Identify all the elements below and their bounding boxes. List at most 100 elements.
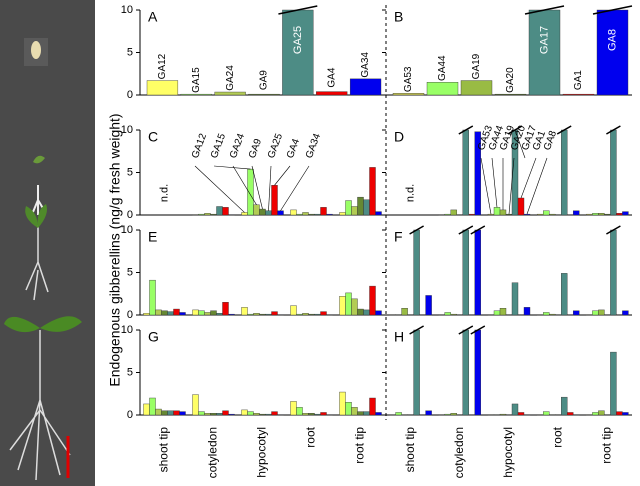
bar <box>228 313 235 316</box>
bar <box>425 295 432 316</box>
bar <box>499 308 507 316</box>
bar <box>179 411 186 416</box>
leader-line <box>232 165 257 205</box>
bar <box>444 312 451 316</box>
bar <box>290 209 297 216</box>
y-tick-label: 0 <box>127 309 133 321</box>
bar <box>462 229 469 316</box>
bar <box>271 411 278 416</box>
bar <box>543 210 550 216</box>
bar <box>596 9 629 96</box>
bar <box>222 207 229 216</box>
bar <box>192 309 199 316</box>
bar-label: GA24 <box>225 65 236 91</box>
bar <box>204 312 211 316</box>
x-tick-label: shoot tip <box>157 427 171 473</box>
seedling-2 <box>25 225 49 301</box>
bar <box>425 410 432 416</box>
bar <box>253 413 260 416</box>
bar <box>216 313 223 316</box>
bar <box>179 312 186 316</box>
series-label: GA9 <box>247 137 264 160</box>
bar <box>277 210 284 216</box>
seedling-1-leaf <box>33 155 45 164</box>
bar <box>155 309 162 316</box>
bar <box>592 310 599 316</box>
bar <box>253 313 260 316</box>
bar <box>143 403 150 416</box>
bar <box>543 411 550 416</box>
bar <box>296 313 303 316</box>
break-mark <box>556 125 572 135</box>
bar <box>395 412 402 416</box>
bar <box>357 196 364 216</box>
y-tick-label: 0 <box>127 209 133 221</box>
series-label: GA25 <box>266 132 285 160</box>
bar <box>290 401 297 416</box>
bar <box>375 310 382 316</box>
bar <box>167 311 174 316</box>
leader-line <box>520 157 537 199</box>
bar <box>592 213 599 216</box>
bar <box>265 210 272 216</box>
annotation: n.d. <box>405 184 417 202</box>
panel-letter: A <box>148 9 158 25</box>
bar-label: GA12 <box>157 53 168 79</box>
bar <box>573 310 580 316</box>
y-tick-label: 5 <box>127 166 133 178</box>
panel-letter: G <box>148 329 159 345</box>
bar <box>155 408 162 416</box>
bar <box>265 313 272 316</box>
bar-label: GA4 <box>326 67 337 87</box>
bar <box>241 409 248 416</box>
bar <box>528 9 561 96</box>
series-label: GA24 <box>228 132 247 160</box>
bar <box>247 168 254 216</box>
bar <box>146 80 179 96</box>
bar <box>351 206 358 216</box>
break-mark <box>458 125 474 135</box>
bar <box>241 212 248 216</box>
y-tick-label: 0 <box>127 409 133 421</box>
bar <box>180 93 212 96</box>
bar <box>561 129 568 216</box>
bar <box>622 310 629 316</box>
break-mark <box>278 5 318 15</box>
bar <box>363 309 370 316</box>
bar <box>216 206 223 216</box>
bar <box>339 296 346 316</box>
bar <box>349 78 382 96</box>
bar <box>523 213 531 216</box>
bar <box>444 413 451 416</box>
bar <box>302 212 309 216</box>
x-tick-label: shoot tip <box>403 427 417 473</box>
bar <box>259 413 266 416</box>
bar <box>296 407 303 416</box>
bar <box>247 313 254 316</box>
bar <box>493 310 501 316</box>
y-tick-label: 10 <box>121 4 133 16</box>
break-mark <box>606 125 621 135</box>
bar <box>308 213 315 216</box>
bar <box>511 403 519 416</box>
bar <box>592 412 599 416</box>
bar <box>375 412 382 416</box>
bar <box>302 413 309 416</box>
bar <box>561 396 568 416</box>
bar <box>216 413 223 416</box>
bar <box>167 410 174 416</box>
panel-letter: C <box>148 129 158 145</box>
bar <box>265 413 272 416</box>
bar <box>345 200 352 216</box>
bar <box>210 413 217 416</box>
series-label: GA34 <box>304 132 323 160</box>
seed <box>31 41 41 59</box>
bar <box>290 305 297 316</box>
series-label: GA15 <box>209 132 228 160</box>
break-mark <box>524 5 565 15</box>
bar <box>198 411 205 416</box>
bar <box>320 207 327 216</box>
bar <box>314 213 321 216</box>
bar <box>271 185 278 216</box>
